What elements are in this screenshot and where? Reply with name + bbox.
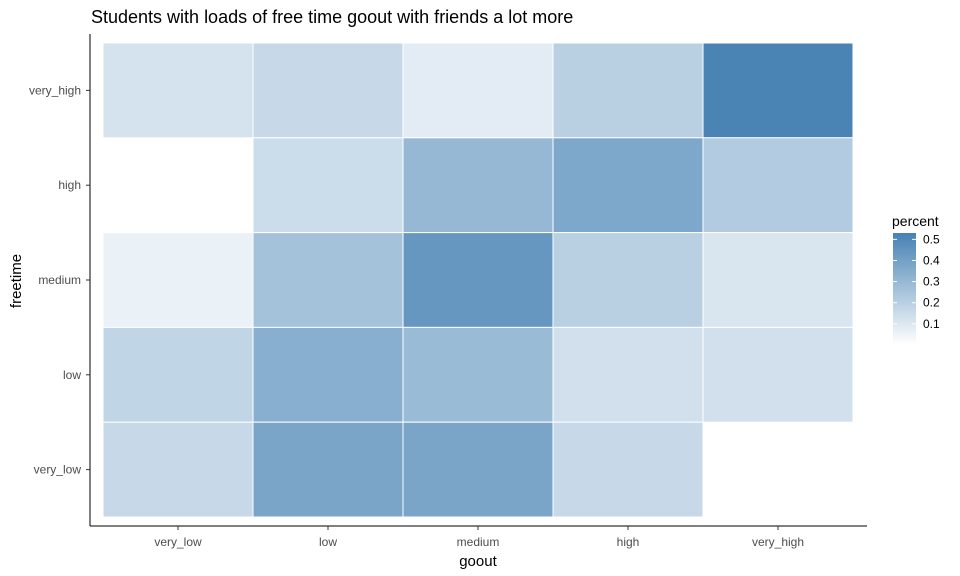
heatmap-cell-low-very_low bbox=[252, 421, 404, 518]
heatmap-cell-high-medium bbox=[552, 232, 704, 328]
heatmap-cell-high-very_low bbox=[552, 421, 704, 518]
heatmap-cell-high-very_high bbox=[552, 42, 704, 139]
heatmap-cell-medium-high bbox=[402, 137, 554, 234]
x-tick-label-very_high: very_high bbox=[752, 535, 804, 549]
heatmap-cell-low-medium bbox=[252, 232, 404, 328]
heatmap-cell-very_high-high bbox=[702, 137, 854, 234]
heatmap-cells bbox=[102, 42, 854, 518]
heatmap-cell-medium-very_high bbox=[402, 42, 554, 139]
x-ticks: very_low low medium high very_high bbox=[154, 526, 804, 549]
x-tick-label-medium: medium bbox=[457, 535, 500, 549]
y-tick-label-high: high bbox=[58, 178, 81, 192]
x-tick-label-low: low bbox=[319, 535, 337, 549]
legend-colorbar bbox=[893, 233, 916, 345]
x-axis-title: goout bbox=[459, 553, 497, 570]
heatmap-cell-very_high-medium bbox=[702, 232, 854, 328]
heatmap-cell-medium-medium bbox=[402, 232, 554, 328]
heatmap-cell-high-low bbox=[552, 326, 704, 423]
legend-title: percent bbox=[892, 213, 939, 229]
heatmap-cell-low-very_high bbox=[252, 42, 404, 139]
legend-tick-label: 0.4 bbox=[923, 253, 940, 267]
legend-tick-label: 0.3 bbox=[923, 275, 940, 289]
heatmap-cell-medium-low bbox=[402, 326, 554, 423]
x-tick-label-high: high bbox=[617, 535, 640, 549]
chart-title: Students with loads of free time goout w… bbox=[91, 7, 573, 27]
heatmap-cell-very_low-medium bbox=[102, 232, 254, 328]
y-tick-label-medium: medium bbox=[38, 273, 81, 287]
x-tick-label-very_low: very_low bbox=[154, 535, 202, 549]
heatmap-cell-very_low-very_high bbox=[102, 42, 254, 139]
heatmap-cell-medium-very_low bbox=[402, 421, 554, 518]
legend-tick-label: 0.1 bbox=[923, 317, 940, 331]
y-tick-label-very_high: very_high bbox=[29, 83, 81, 97]
y-tick-label-low: low bbox=[63, 368, 81, 382]
heatmap-cell-low-low bbox=[252, 326, 404, 423]
heatmap-cell-very_high-very_high bbox=[702, 42, 854, 139]
legend-tick-label: 0.5 bbox=[923, 232, 940, 246]
y-ticks: very_low low medium high very_high bbox=[29, 83, 90, 477]
heatmap-cell-low-high bbox=[252, 137, 404, 234]
y-axis-title: freetime bbox=[8, 254, 25, 308]
heatmap-cell-high-high bbox=[552, 137, 704, 234]
legend: percent 0.1 0.2 0.3 0.4 0.5 bbox=[892, 213, 940, 345]
heatmap-cell-very_low-low bbox=[102, 326, 254, 423]
legend-ticks: 0.1 0.2 0.3 0.4 0.5 bbox=[893, 232, 940, 331]
y-tick-label-very_low: very_low bbox=[34, 463, 82, 477]
heatmap-cell-very_high-low bbox=[702, 326, 854, 423]
heatmap-cell-very_low-very_low bbox=[102, 421, 254, 518]
legend-tick-label: 0.2 bbox=[923, 296, 940, 310]
